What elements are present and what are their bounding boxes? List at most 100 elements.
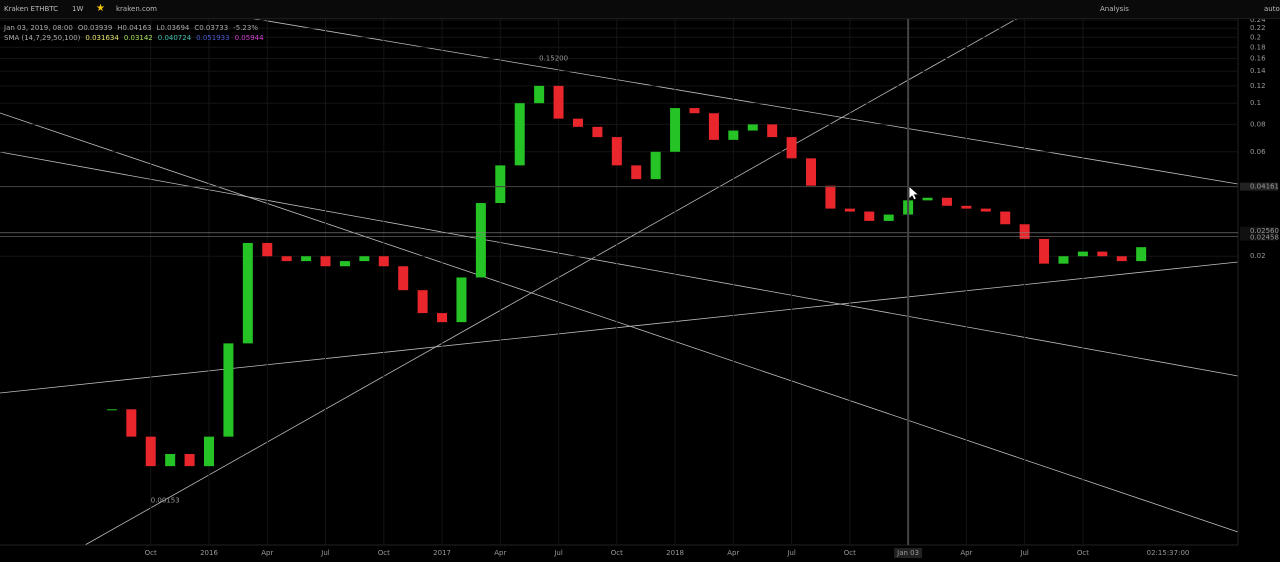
cursor	[908, 186, 919, 200]
candle	[165, 453, 176, 467]
indicator-value: 0.051933	[196, 34, 230, 42]
candle	[883, 214, 894, 221]
candle	[223, 343, 234, 437]
candle	[378, 256, 389, 267]
countdown: 02:15:37:00	[1147, 549, 1190, 557]
trend-line	[0, 112, 1239, 533]
trend-lines	[0, 17, 1239, 546]
x-tick-label: Apr	[261, 549, 273, 557]
candle	[301, 256, 312, 262]
trend-line	[0, 261, 1239, 394]
x-tick-label: 2016	[200, 549, 218, 557]
candle	[767, 124, 778, 138]
source[interactable]: kraken.com	[116, 5, 157, 13]
crosshair-time-box	[894, 548, 923, 558]
candle	[1116, 256, 1127, 262]
scale-button[interactable]: auto	[1264, 5, 1280, 13]
candle	[262, 242, 273, 257]
symbol[interactable]: Kraken ETHBTC	[4, 5, 59, 13]
y-tick-label: 0.24	[1250, 16, 1266, 24]
x-tick-label: Oct	[844, 549, 856, 557]
candle	[941, 197, 952, 206]
candle	[689, 108, 700, 114]
y-tick-label: 0.18	[1250, 43, 1266, 51]
candle	[1039, 238, 1050, 264]
x-tick-label: Apr	[960, 549, 972, 557]
indicator-value: 0.031634	[85, 34, 119, 42]
x-tick-label: Oct	[145, 549, 157, 557]
y-tick-label: 0.22	[1250, 24, 1266, 32]
indicator-value: 0.03142	[123, 34, 153, 42]
candle	[145, 436, 156, 467]
annotation: 0.15200	[539, 54, 568, 62]
toolbar: Kraken ETHBTC 1W ★ kraken.com Analysis a…	[0, 0, 1280, 19]
x-tick-label: Oct	[1077, 549, 1089, 557]
candle	[1058, 256, 1069, 264]
legend-date: Jan 03, 2019, 08:00	[4, 24, 73, 32]
y-tick-label: 0.12	[1250, 82, 1266, 90]
candle	[359, 256, 370, 262]
candle	[922, 197, 933, 201]
candle	[456, 277, 467, 323]
interval[interactable]: 1W	[72, 5, 84, 13]
candle	[864, 211, 875, 221]
trend-line	[0, 151, 1239, 377]
indicator-values: 0.031634 0.03142 0.040724 0.051933 0.05944	[85, 34, 268, 42]
ohlc-values: O0.03939 H0.04163 L0.03694 C0.03733 -5.23%	[78, 24, 263, 32]
x-tick-label: Jul	[553, 549, 563, 557]
ohlc-value: O0.03939	[77, 24, 113, 32]
x-tick-label: 2017	[433, 549, 451, 557]
candle	[650, 151, 661, 180]
crosshair-price: 0.04161	[1250, 183, 1279, 191]
candle	[417, 290, 428, 314]
y-tick-label: 0.16	[1250, 55, 1266, 63]
price-label: 0.02458	[1250, 234, 1279, 242]
candle	[495, 165, 506, 204]
candle	[126, 409, 137, 437]
candle	[534, 85, 545, 104]
candle	[106, 409, 117, 411]
y-tick-label: 0.1	[1250, 99, 1261, 107]
candle	[514, 103, 525, 166]
price-label: 0.02560	[1250, 227, 1279, 235]
y-tick-label: 0.06	[1250, 148, 1266, 156]
crosshair-time: Jan 03	[896, 549, 919, 557]
ohlc-value: H0.04163	[117, 24, 152, 32]
favorite-icon[interactable]: ★	[96, 3, 105, 14]
y-tick-label: 0.2	[1250, 33, 1261, 41]
candle	[184, 453, 195, 467]
candle	[708, 113, 719, 140]
candle	[747, 124, 758, 131]
candle	[611, 137, 622, 166]
trend-line	[84, 17, 1019, 546]
y-tick-label: 0.02	[1250, 252, 1266, 260]
candle	[475, 203, 486, 278]
candle	[339, 261, 350, 267]
analysis-button[interactable]: Analysis	[1100, 5, 1129, 13]
indicator-value: 0.040724	[157, 34, 192, 42]
candle	[980, 208, 991, 212]
grid	[0, 18, 1238, 545]
x-tick-label: Oct	[611, 549, 623, 557]
candle	[1019, 224, 1030, 239]
x-tick-label: Apr	[727, 549, 739, 557]
indicator-legend: SMA (14,7,29,50,100) 0.031634 0.03142 0.040…	[4, 34, 274, 42]
x-tick-label: Jul	[786, 549, 796, 557]
candle	[242, 242, 253, 344]
ohlc-value: L0.03694	[156, 24, 190, 32]
candle	[1136, 247, 1147, 262]
trend-line	[249, 17, 1239, 185]
x-tick-label: Oct	[378, 549, 390, 557]
candle	[553, 85, 564, 119]
candle	[786, 137, 797, 159]
candle	[572, 118, 583, 127]
candle	[961, 205, 972, 209]
candle	[806, 158, 817, 186]
candle	[281, 256, 292, 262]
indicator-name: SMA (14,7,29,50,100)	[4, 34, 81, 42]
candle	[825, 185, 836, 209]
candle	[437, 313, 448, 323]
crosshair-price-box	[1240, 182, 1278, 191]
